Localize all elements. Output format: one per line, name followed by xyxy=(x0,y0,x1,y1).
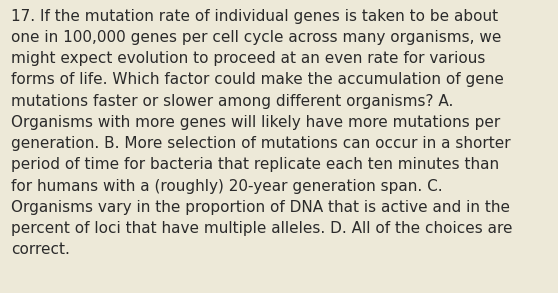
Text: 17. If the mutation rate of individual genes is taken to be about
one in 100,000: 17. If the mutation rate of individual g… xyxy=(11,8,512,257)
